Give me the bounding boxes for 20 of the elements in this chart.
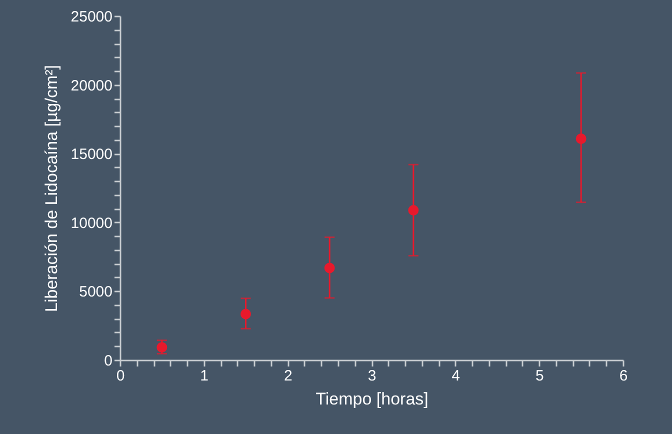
y-tick-label: 15000: [70, 146, 112, 164]
point: [576, 134, 586, 144]
x-tick-label: 3: [368, 368, 376, 384]
point: [156, 342, 168, 353]
y-tick-label: 10000: [70, 214, 112, 232]
y-axis-title: Liberación de Lidocaína [µg/cm²]: [42, 65, 61, 312]
y-tick-label: 5000: [79, 284, 112, 301]
point: [324, 262, 335, 274]
x-axis-title: Tiempo [horas]: [316, 390, 428, 408]
y-tick-label: 20000: [70, 77, 112, 94]
point: [240, 308, 251, 320]
point: [408, 205, 419, 216]
x-tick-label: 1: [200, 368, 209, 384]
x-tick-label: 4: [452, 368, 460, 384]
x-tick-label: 2: [284, 368, 292, 384]
y-tick-label: 0: [104, 352, 112, 370]
x-tick-label: 5: [535, 368, 544, 384]
y-tick-label: 25000: [70, 8, 112, 26]
x-tick-label: 0: [116, 368, 125, 384]
x-tick-label: 6: [619, 368, 628, 384]
